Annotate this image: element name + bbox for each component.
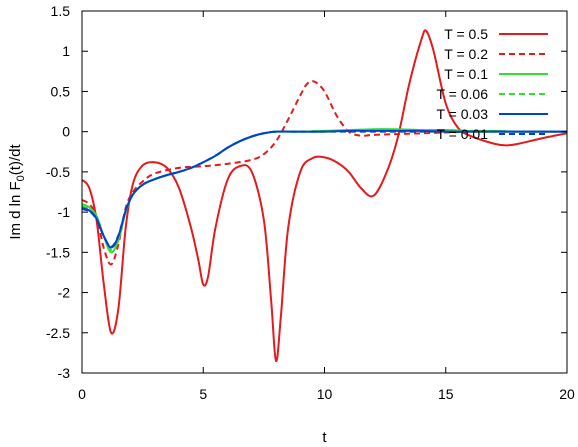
series-line-1 bbox=[82, 80, 567, 266]
legend-label-5: T = 0.01 bbox=[436, 126, 488, 142]
series-layer bbox=[82, 29, 567, 362]
y-tick-label: -2.5 bbox=[46, 325, 70, 341]
y-tick-label: 0.5 bbox=[51, 83, 71, 99]
ticks-layer: 0 5 10 15 20 -3 -2.5 -2 -1.5 -1 -0.5 0 0.5 1 1.5 bbox=[46, 3, 575, 402]
y-axis-label-tail: (t)/dt bbox=[7, 144, 24, 176]
legend-label-4: T = 0.03 bbox=[436, 106, 488, 122]
legend-label-3: T = 0.06 bbox=[436, 86, 488, 102]
y-axis-label: Im d ln F0(t)/dt bbox=[7, 144, 27, 240]
series-line-0 bbox=[82, 29, 567, 362]
series-line-3 bbox=[82, 128, 567, 251]
series-line-5 bbox=[82, 130, 567, 248]
y-tick-label: -1.5 bbox=[46, 244, 70, 260]
x-tick-label: 20 bbox=[559, 386, 575, 402]
y-tick-label: 0 bbox=[62, 124, 70, 140]
y-axis-label-sub: 0 bbox=[15, 175, 27, 181]
y-tick-label: -0.5 bbox=[46, 164, 70, 180]
y-tick-label: -3 bbox=[58, 365, 71, 381]
y-tick-label: 1 bbox=[62, 43, 70, 59]
legend-label-1: T = 0.2 bbox=[444, 46, 488, 62]
legend-label-2: T = 0.1 bbox=[444, 66, 488, 82]
x-axis-label: t bbox=[322, 429, 327, 446]
series-line-2 bbox=[82, 128, 567, 254]
x-tick-label: 10 bbox=[317, 386, 333, 402]
x-tick-label: 15 bbox=[438, 386, 454, 402]
legend-label-0: T = 0.5 bbox=[444, 26, 488, 42]
x-tick-label: 0 bbox=[78, 386, 86, 402]
y-tick-label: 1.5 bbox=[51, 3, 71, 19]
y-tick-label: -2 bbox=[58, 285, 71, 301]
legend: T = 0.5 T = 0.2 T = 0.1 T = 0.06 T = 0.03 T =… bbox=[436, 26, 548, 142]
y-axis-label-main: Im d ln F bbox=[7, 181, 24, 239]
series-line-4 bbox=[82, 129, 567, 249]
plot-frame bbox=[81, 10, 568, 374]
y-tick-label: -1 bbox=[58, 204, 71, 220]
x-tick-label: 5 bbox=[199, 386, 207, 402]
